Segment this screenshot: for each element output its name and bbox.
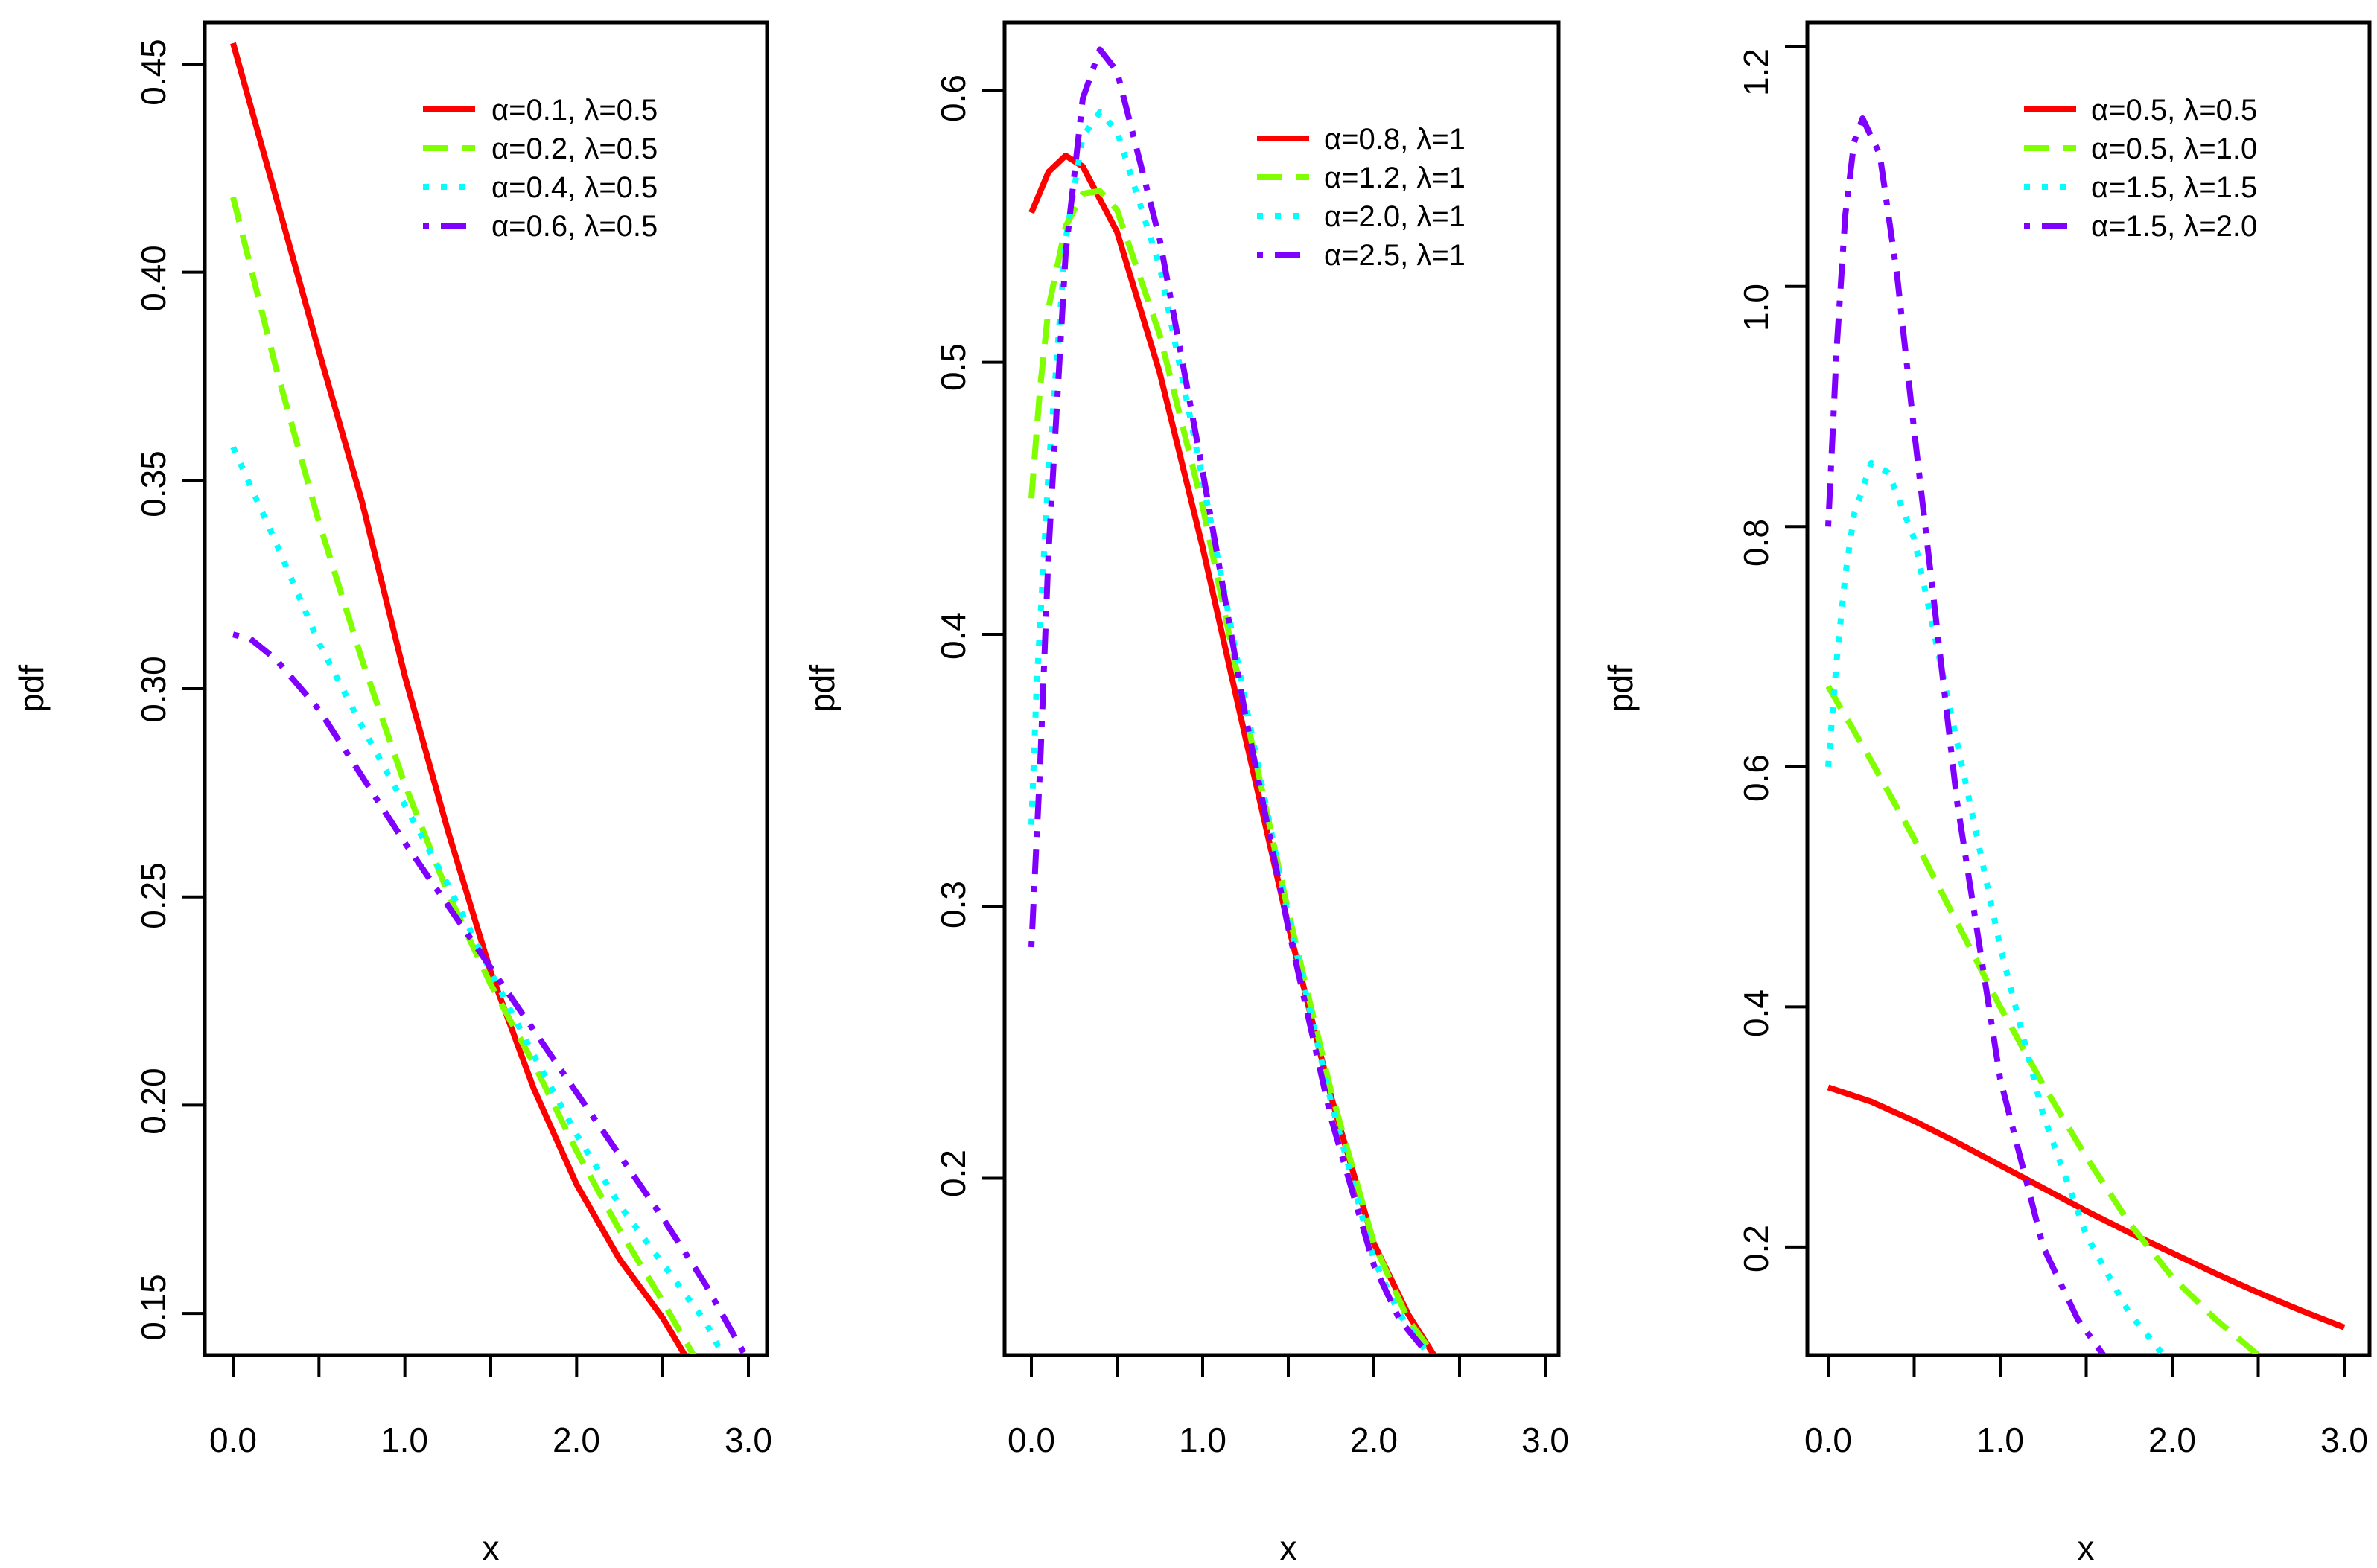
- y-tick-label: 1.0: [1737, 284, 1775, 331]
- x-ticks: [232, 1355, 750, 1377]
- panel-2: 0.0 1.0 2.0 3.0 x 0.2 0.3 0.4 0.5 0.6 pd…: [803, 20, 1569, 1567]
- legend-label: α=0.5, λ=1.0: [2091, 133, 2257, 165]
- y-tick-label: 0.40: [134, 245, 173, 312]
- legend-label: α=0.1, λ=0.5: [491, 94, 658, 127]
- legend-label: α=0.2, λ=0.5: [491, 133, 658, 165]
- x-ticks: [1030, 1355, 1547, 1377]
- x-axis: 0.0 1.0 2.0 3.0 x: [1804, 1354, 2368, 1567]
- plot-frame: [203, 20, 769, 1357]
- legend-label: α=0.8, λ=1: [1324, 123, 1466, 156]
- curves: [1028, 46, 1436, 1355]
- y-ticks: [982, 89, 1005, 1180]
- x-tick-label: 3.0: [725, 1421, 772, 1459]
- series-line: [1028, 188, 1436, 1355]
- series-line: [1028, 153, 1436, 1355]
- legend-label: α=2.5, λ=1: [1324, 239, 1466, 272]
- y-tick-label: 0.3: [934, 881, 973, 928]
- curves: [1825, 115, 2346, 1355]
- series-line: [1827, 1084, 2346, 1330]
- y-axis-title: pdf: [803, 665, 841, 713]
- legend: α=0.5, λ=0.5 α=0.5, λ=1.0 α=1.5, λ=1.5 α…: [2024, 94, 2257, 243]
- x-ticks: [1827, 1355, 2346, 1377]
- y-axis: 0.2 0.4 0.6 0.8 1.0 1.2 pdf: [1601, 45, 1809, 1272]
- x-tick-label: 1.0: [1179, 1421, 1226, 1459]
- legend-label: α=1.5, λ=2.0: [2091, 210, 2257, 243]
- y-tick-label: 0.25: [134, 862, 173, 929]
- series-line: [1028, 46, 1431, 1355]
- legend-label: α=0.5, λ=0.5: [2091, 94, 2257, 127]
- series-line: [230, 42, 688, 1355]
- y-tick-label: 0.8: [1737, 519, 1775, 567]
- legend-label: α=2.0, λ=1: [1324, 200, 1466, 233]
- x-tick-label: 2.0: [2148, 1421, 2196, 1459]
- legend: α=0.1, λ=0.5 α=0.2, λ=0.5 α=0.4, λ=0.5 α…: [423, 94, 658, 243]
- y-tick-label: 0.2: [1737, 1225, 1775, 1272]
- series-line: [1825, 684, 2261, 1355]
- x-axis: 0.0 1.0 2.0 3.0 x: [209, 1354, 772, 1567]
- x-tick-label: 1.0: [1976, 1421, 2024, 1459]
- y-tick-label: 0.20: [134, 1068, 173, 1135]
- x-tick-label: 3.0: [2320, 1421, 2368, 1459]
- y-axis-title: pdf: [12, 665, 51, 713]
- y-tick-label: 0.6: [934, 74, 973, 122]
- plot-frame: [1002, 20, 1561, 1357]
- y-axis-title: pdf: [1601, 665, 1640, 713]
- y-tick-label: 0.2: [934, 1150, 973, 1197]
- legend-label: α=0.6, λ=0.5: [491, 210, 658, 243]
- x-axis-title: x: [483, 1529, 500, 1567]
- y-tick-label: 0.30: [134, 656, 173, 723]
- legend-label: α=1.5, λ=1.5: [2091, 171, 2257, 204]
- y-tick-label: 0.15: [134, 1274, 173, 1341]
- y-axis: 0.2 0.3 0.4 0.5 0.6 pdf: [803, 74, 1006, 1197]
- y-tick-label: 0.6: [1737, 754, 1775, 802]
- series-line: [230, 445, 725, 1355]
- x-tick-label: 0.0: [1008, 1421, 1055, 1459]
- y-tick-label: 0.4: [1737, 989, 1775, 1037]
- legend-label: α=1.2, λ=1: [1324, 162, 1466, 194]
- x-tick-label: 0.0: [209, 1421, 257, 1459]
- panel-3: 0.0 1.0 2.0 3.0 x 0.2 0.4 0.6 0.8 1.0 1.…: [1601, 20, 2372, 1567]
- x-axis-title: x: [1280, 1529, 1297, 1567]
- curves: [230, 42, 748, 1355]
- series-line: [1825, 459, 2166, 1355]
- legend-label: α=0.4, λ=0.5: [491, 171, 658, 204]
- x-tick-label: 2.0: [1350, 1421, 1398, 1459]
- legend: α=0.8, λ=1 α=1.2, λ=1 α=2.0, λ=1 α=2.5, …: [1257, 123, 1466, 272]
- panel-1: 0.0 1.0 2.0 3.0 x 0.15 0.20 0.25 0.30 0.…: [12, 20, 772, 1567]
- series-line: [1028, 109, 1431, 1355]
- y-tick-label: 1.2: [1737, 48, 1775, 96]
- y-tick-label: 0.35: [134, 450, 173, 517]
- x-tick-label: 0.0: [1804, 1421, 1852, 1459]
- y-tick-label: 0.5: [934, 343, 973, 391]
- y-ticks: [182, 62, 205, 1316]
- y-axis: 0.15 0.20 0.25 0.30 0.35 0.40 0.45 pdf: [12, 39, 206, 1341]
- x-tick-label: 2.0: [553, 1421, 600, 1459]
- x-axis-title: x: [2078, 1529, 2095, 1567]
- x-axis: 0.0 1.0 2.0 3.0 x: [1008, 1354, 1569, 1567]
- x-tick-label: 1.0: [381, 1421, 428, 1459]
- y-tick-label: 0.4: [934, 612, 973, 660]
- series-line: [1825, 115, 2106, 1355]
- y-ticks: [1785, 45, 1807, 1249]
- y-tick-label: 0.45: [134, 39, 173, 106]
- series-line: [230, 196, 696, 1355]
- series-line: [232, 631, 748, 1355]
- x-tick-label: 3.0: [1521, 1421, 1569, 1459]
